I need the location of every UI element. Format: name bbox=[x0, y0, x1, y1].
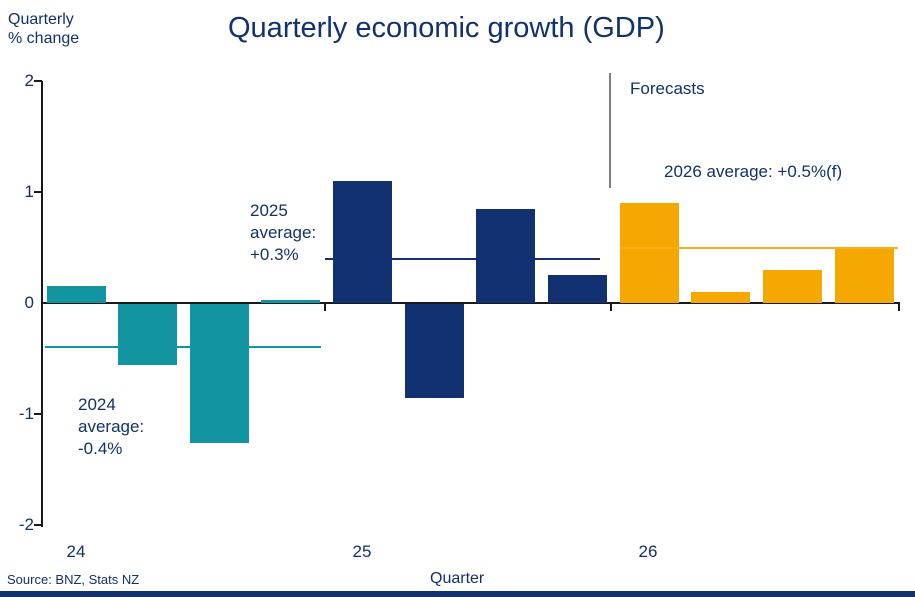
y-axis-tick bbox=[34, 80, 42, 82]
y-tick-label: 2 bbox=[24, 71, 34, 90]
source-note: Source: BNZ, Stats NZ bbox=[7, 572, 140, 587]
y-tick-label: 0 bbox=[24, 293, 34, 312]
bar-26Q1 bbox=[619, 203, 679, 303]
bar-24Q3 bbox=[189, 304, 249, 443]
bar-26Q2 bbox=[691, 291, 751, 303]
y-axis-line bbox=[41, 81, 43, 527]
bar-24Q1 bbox=[46, 286, 106, 303]
x-tick-label: 25 bbox=[352, 542, 372, 561]
forecasts-label: Forecasts bbox=[630, 79, 705, 98]
x-axis-title: Quarter bbox=[430, 570, 485, 587]
y-tick-label: -1 bbox=[18, 404, 34, 423]
bar-24Q4 bbox=[261, 299, 321, 303]
bar-25Q3 bbox=[476, 208, 536, 303]
y-axis-tick bbox=[34, 413, 42, 415]
chart-title: Quarterly economic growth (GDP) bbox=[228, 12, 665, 44]
average-line-2026 bbox=[621, 246, 898, 249]
avg-2024-annotation: 2024 average: -0.4% bbox=[78, 395, 145, 458]
average-line-2025 bbox=[325, 257, 600, 260]
forecast-divider-line bbox=[609, 73, 611, 188]
footer-brand-bar bbox=[0, 591, 915, 597]
avg-2025-annotation: 2025 average: +0.3% bbox=[250, 201, 317, 264]
y-axis-title: Quarterly % change bbox=[8, 11, 80, 47]
y-tick-label: 1 bbox=[24, 182, 34, 201]
bar-25Q4 bbox=[548, 275, 608, 303]
y-axis-tick bbox=[34, 524, 42, 526]
y-tick-label: -2 bbox=[18, 515, 34, 534]
x-axis-zero-line bbox=[42, 302, 900, 304]
bar-25Q1 bbox=[333, 180, 393, 303]
x-axis-tick bbox=[324, 303, 326, 311]
bar-24Q2 bbox=[118, 304, 178, 366]
x-tick-label: 24 bbox=[66, 542, 86, 561]
bar-26Q4 bbox=[834, 247, 894, 303]
y-axis-tick bbox=[34, 191, 42, 193]
bar-25Q2 bbox=[404, 304, 464, 399]
average-line-2024 bbox=[45, 346, 321, 349]
x-axis-tick bbox=[610, 303, 612, 311]
bar-26Q3 bbox=[763, 269, 822, 303]
x-axis-tick bbox=[898, 303, 900, 311]
x-tick-label: 26 bbox=[638, 542, 658, 561]
avg-2026-annotation: 2026 average: +0.5%(f) bbox=[664, 162, 843, 181]
